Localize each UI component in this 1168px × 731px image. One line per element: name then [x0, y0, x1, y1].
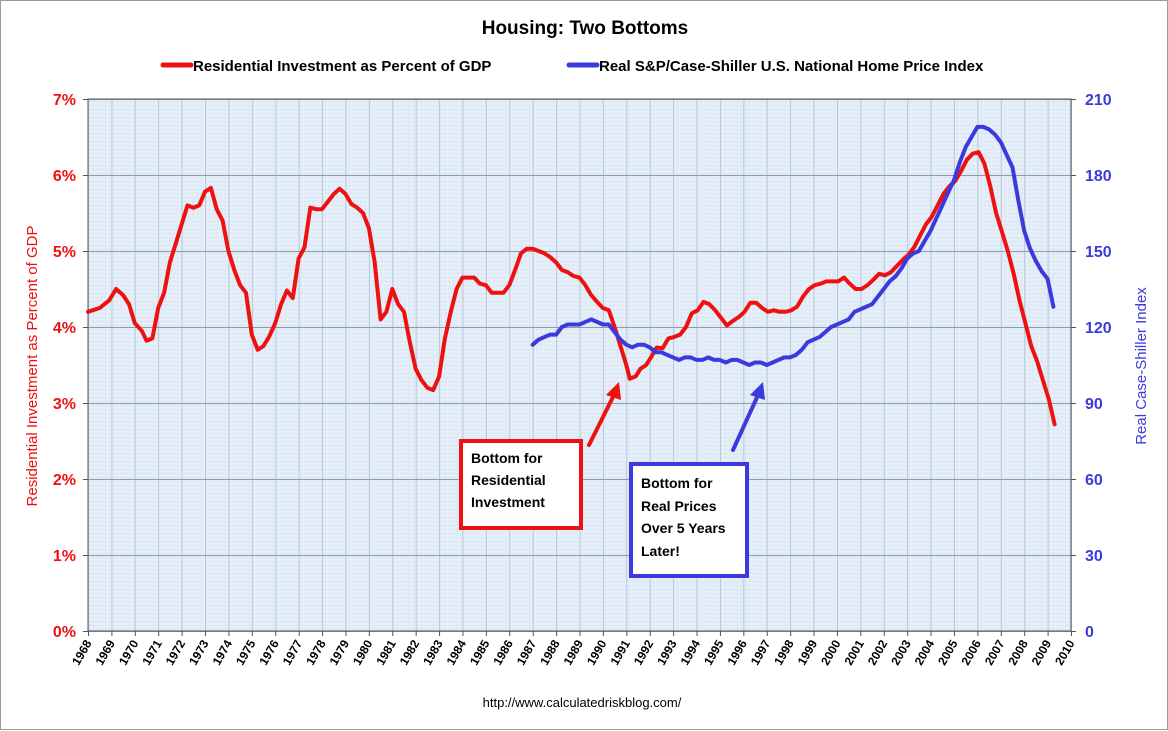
- right-tick-label: 210: [1085, 92, 1112, 109]
- x-tick-label: 2005: [935, 637, 961, 667]
- annotation-line: Over 5 Years: [641, 520, 726, 536]
- x-tick-label: 1972: [163, 637, 189, 667]
- annotation-line: Bottom for: [641, 475, 713, 491]
- x-tick-label: 1980: [350, 637, 376, 667]
- x-tick-label: 1976: [256, 637, 282, 667]
- x-tick-label: 1979: [327, 637, 353, 667]
- left-tick-label: 4%: [53, 320, 76, 337]
- left-axis-label: Residential Investment as Percent of GDP: [24, 226, 41, 507]
- x-tick-label: 2009: [1029, 637, 1055, 667]
- left-tick-label: 5%: [53, 244, 76, 261]
- right-tick-label: 120: [1085, 320, 1112, 337]
- x-tick-label: 2007: [982, 637, 1008, 667]
- left-axis-ticks: 0% 1% 2% 3% 4% 5% 6% 7%: [53, 92, 88, 641]
- x-tick-label: 1974: [210, 637, 236, 667]
- x-tick-label: 1975: [233, 637, 259, 667]
- x-tick-label: 1971: [139, 637, 165, 667]
- annotation-line: Real Prices: [641, 498, 717, 514]
- series-line-residential-investment: [86, 150, 1057, 427]
- legend: Residential Investment as Percent of GDP…: [160, 58, 984, 75]
- left-tick-label: 0%: [53, 624, 76, 641]
- right-tick-label: 60: [1085, 472, 1103, 489]
- x-tick-label: 2006: [959, 637, 985, 667]
- right-tick-label: 150: [1085, 244, 1112, 261]
- x-tick-label: 1977: [280, 637, 306, 667]
- left-tick-label: 3%: [53, 396, 76, 413]
- annotation-line: Residential: [471, 472, 546, 488]
- x-tick-label: 1990: [584, 637, 610, 667]
- arrow-head-case-shiller: [750, 382, 765, 400]
- x-tick-label: 1973: [186, 637, 212, 667]
- annotation-arrows: [587, 382, 765, 452]
- x-tick-label: 1996: [724, 637, 750, 667]
- x-tick-label: 1989: [561, 637, 587, 667]
- chart-title: Housing: Two Bottoms: [482, 18, 689, 39]
- x-tick-label: 1985: [467, 637, 493, 667]
- x-tick-label: 1998: [771, 637, 797, 667]
- x-tick-label: 2002: [865, 637, 891, 667]
- right-tick-label: 0: [1085, 624, 1094, 641]
- arrow-head-residential: [606, 382, 621, 400]
- x-tick-label: 1969: [93, 637, 119, 667]
- annotation-case-shiller: Bottom for Real Prices Over 5 Years Late…: [629, 462, 749, 578]
- annotation-box-case-shiller: [629, 462, 749, 578]
- left-tick-label: 1%: [53, 548, 76, 565]
- x-tick-label: 2008: [1005, 637, 1031, 667]
- annotation-line: Investment: [471, 494, 545, 510]
- x-tick-label: 1970: [116, 637, 142, 667]
- x-tick-label: 1981: [373, 637, 399, 667]
- right-tick-label: 180: [1085, 168, 1112, 185]
- legend-label-case-shiller: Real S&P/Case-Shiller U.S. National Home…: [599, 58, 984, 75]
- annotation-residential: Bottom for Residential Investment: [459, 439, 583, 530]
- x-tick-label: 1997: [748, 637, 774, 667]
- right-tick-label: 90: [1085, 396, 1103, 413]
- x-axis-ticks: 1968196919701971197219731974197519761977…: [69, 631, 1078, 668]
- legend-label-residential: Residential Investment as Percent of GDP: [193, 58, 491, 75]
- x-tick-label: 2001: [841, 637, 867, 667]
- arrow-case-shiller: [731, 391, 761, 452]
- x-tick-label: 1968: [69, 637, 95, 667]
- x-tick-label: 2000: [818, 637, 844, 667]
- source-url: http://www.calculatedriskblog.com/: [483, 695, 682, 710]
- right-axis-ticks: 0 30 60 90 120 150 180 210: [1071, 92, 1112, 641]
- left-tick-label: 2%: [53, 472, 76, 489]
- left-tick-label: 6%: [53, 168, 76, 185]
- series-layer: [86, 124, 1057, 427]
- right-tick-label: 30: [1085, 548, 1103, 565]
- x-tick-label: 1994: [678, 637, 704, 667]
- x-tick-label: 1986: [490, 637, 516, 667]
- x-tick-label: 1992: [631, 637, 657, 667]
- x-tick-label: 1993: [654, 637, 680, 667]
- x-tick-label: 2004: [912, 637, 938, 667]
- annotation-line: Bottom for: [471, 450, 543, 466]
- x-tick-label: 1984: [444, 637, 470, 667]
- left-tick-label: 7%: [53, 92, 76, 109]
- x-tick-label: 1991: [607, 637, 633, 667]
- right-axis-label: Real Case-Shiller Index: [1133, 287, 1150, 445]
- series-line-case-shiller: [530, 124, 1056, 367]
- x-tick-label: 1978: [303, 637, 329, 667]
- x-tick-label: 1988: [537, 637, 563, 667]
- x-tick-label: 2003: [888, 637, 914, 667]
- x-tick-label: 1987: [514, 637, 540, 667]
- x-tick-label: 1995: [701, 637, 727, 667]
- x-tick-label: 2010: [1052, 637, 1078, 667]
- arrow-residential: [587, 391, 617, 447]
- x-tick-label: 1999: [795, 637, 821, 667]
- x-tick-label: 1982: [397, 637, 423, 667]
- annotation-line: Later!: [641, 543, 680, 559]
- x-tick-label: 1983: [420, 637, 446, 667]
- annotation-box-residential: [459, 439, 583, 530]
